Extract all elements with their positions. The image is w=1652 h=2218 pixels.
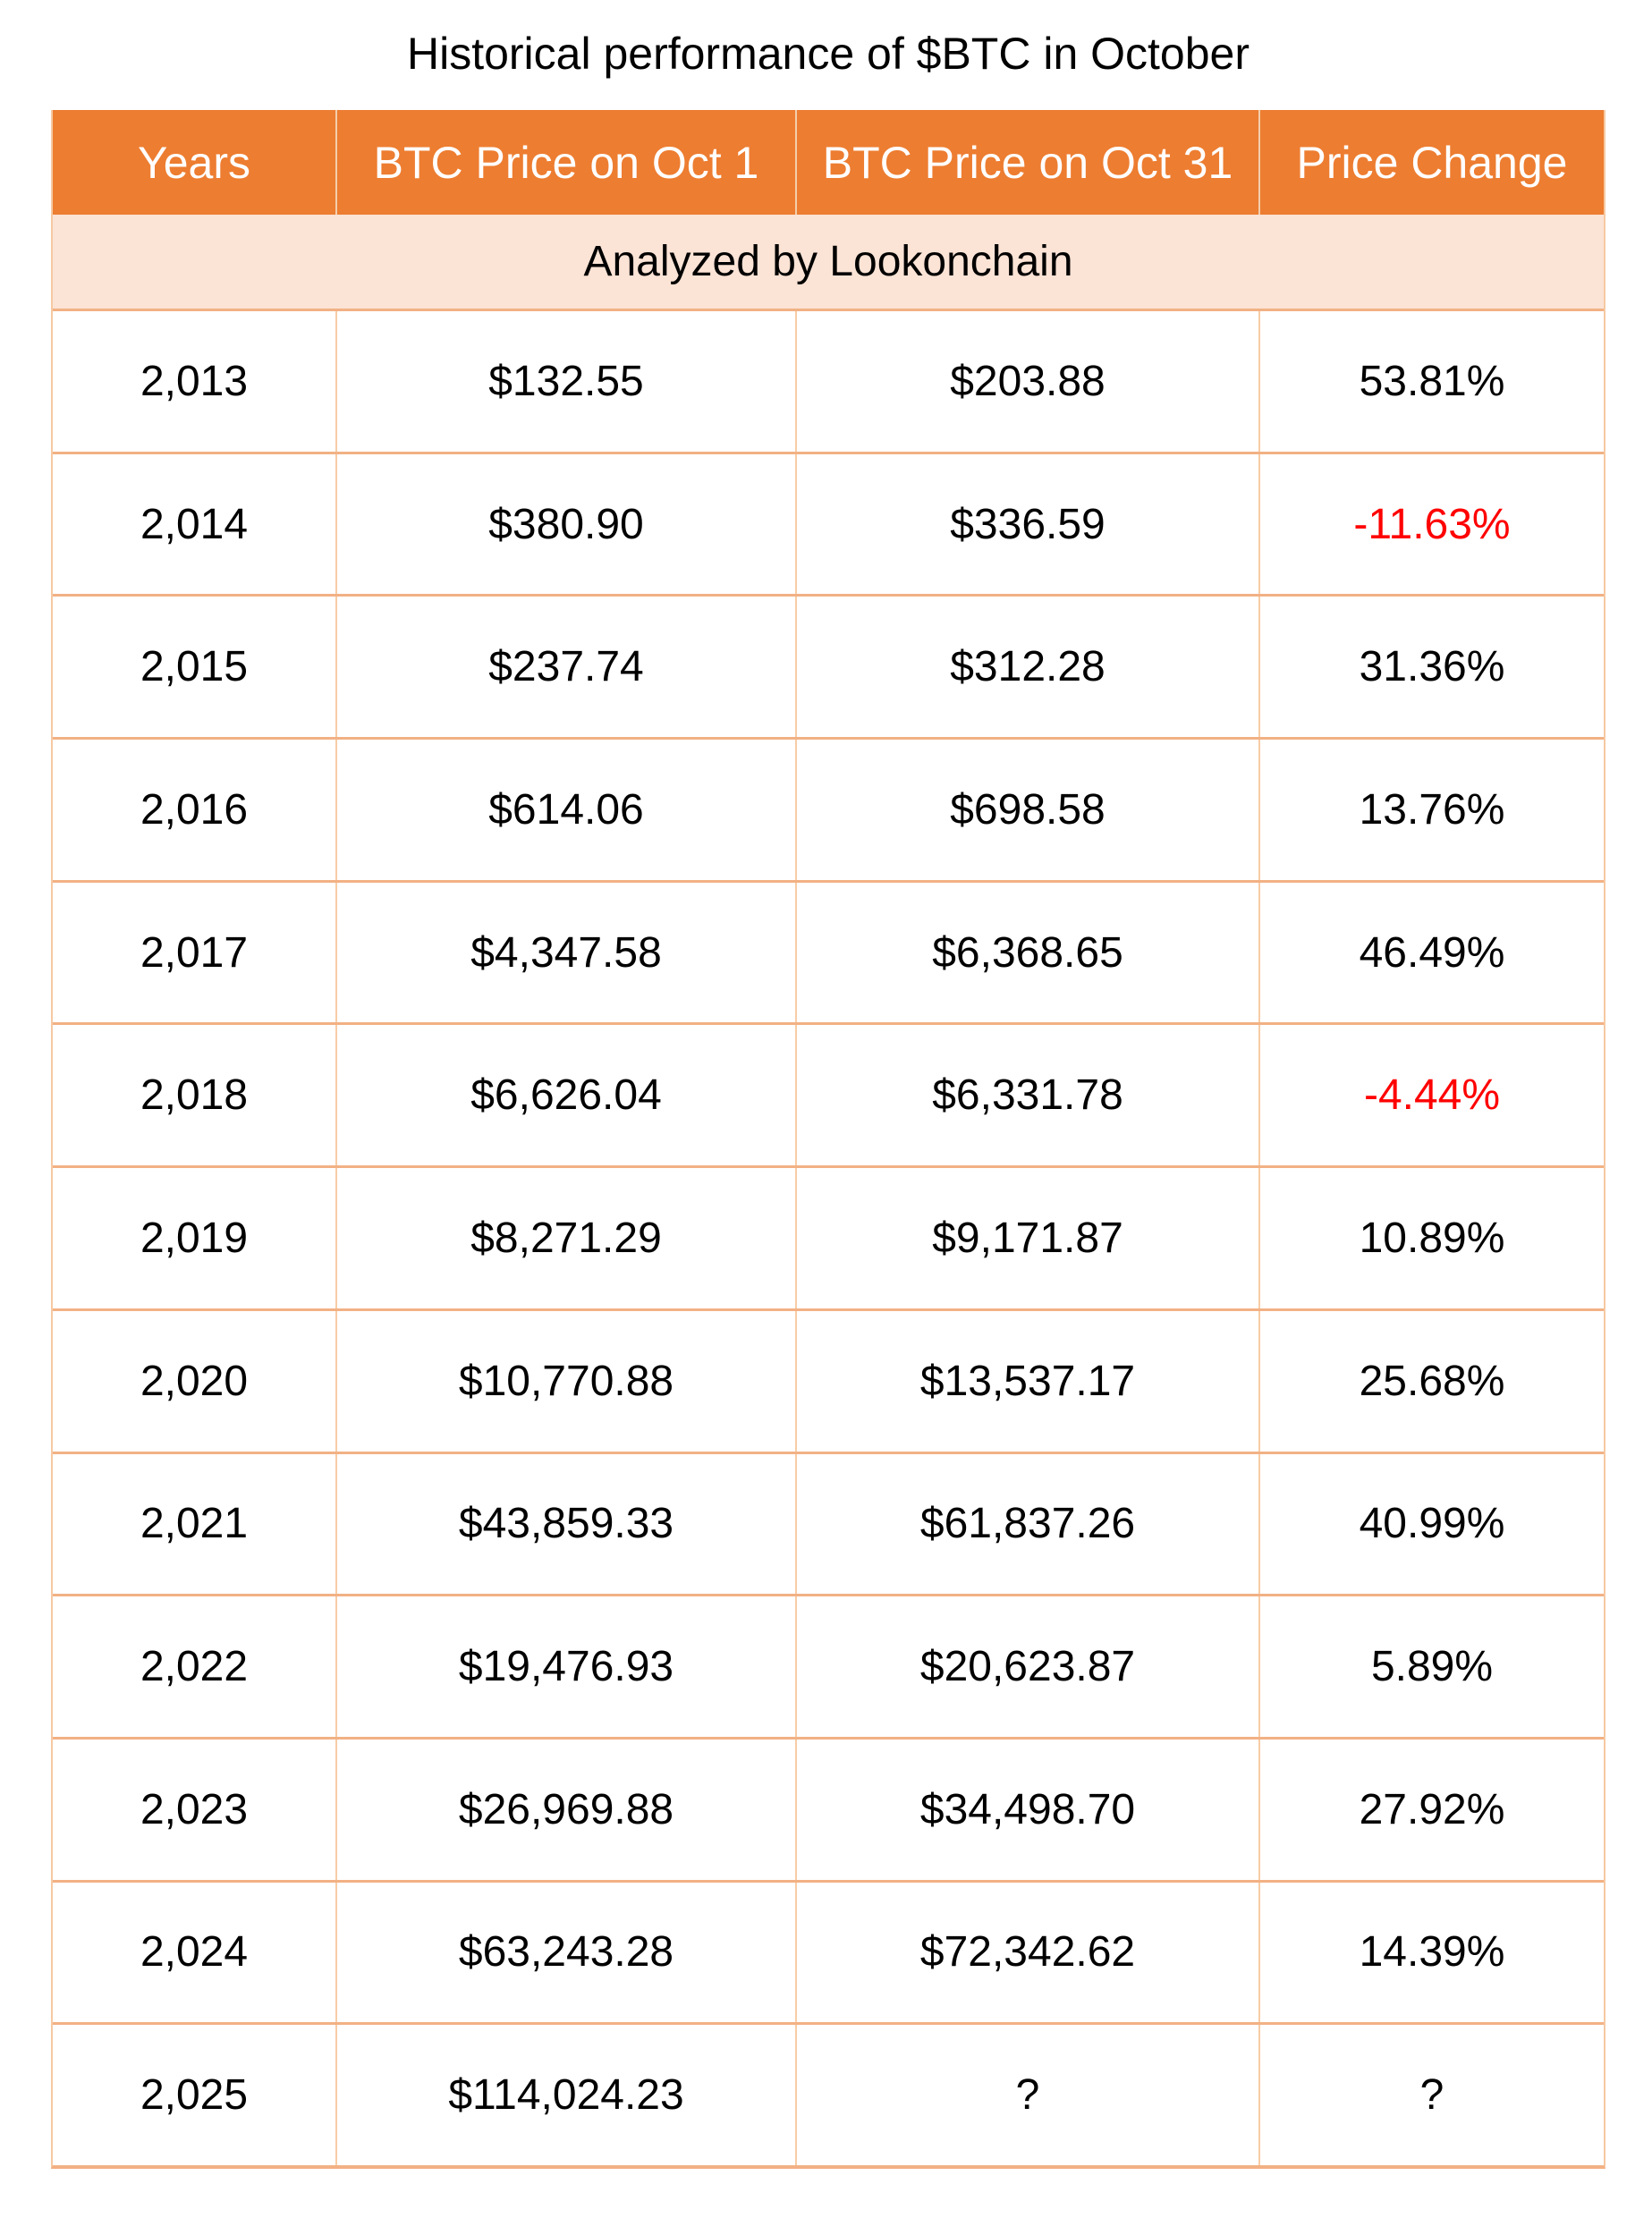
oct31-price-cell: $34,498.70 <box>797 1739 1260 1880</box>
oct31-price-cell: ? <box>797 2025 1260 2165</box>
table-row: 2,018 $6,626.04 $6,331.78 -4.44% <box>53 1025 1604 1169</box>
table-row: 2,013 $132.55 $203.88 53.81% <box>53 311 1604 454</box>
oct1-price-cell: $380.90 <box>337 453 797 595</box>
oct31-price-cell: $698.58 <box>797 740 1260 880</box>
price-change-cell: 46.49% <box>1359 928 1505 977</box>
oct1-price-cell: $10,770.88 <box>337 1310 797 1452</box>
oct31-price-cell: $6,331.78 <box>797 1025 1260 1166</box>
price-change-cell: 13.76% <box>1359 785 1505 834</box>
year-cell: 2,018 <box>53 1025 337 1166</box>
column-header-years: Years <box>53 110 337 215</box>
table-row: 2,014 $380.90 $336.59 -11.63% <box>53 453 1604 597</box>
table-row: 2,020 $10,770.88 $13,537.17 25.68% <box>53 1310 1604 1454</box>
column-header-oct1-price: BTC Price on Oct 1 <box>337 110 797 215</box>
oct31-price-cell: $20,623.87 <box>797 1596 1260 1737</box>
oct1-price-cell: $132.55 <box>337 311 797 452</box>
btc-october-table: Years BTC Price on Oct 1 BTC Price on Oc… <box>51 110 1605 2169</box>
price-change-cell: -11.63% <box>1353 500 1511 548</box>
table-row: 2,015 $237.74 $312.28 31.36% <box>53 597 1604 741</box>
price-change-cell: 53.81% <box>1359 357 1505 405</box>
oct1-price-cell: $63,243.28 <box>337 1882 797 2023</box>
price-change-cell: 25.68% <box>1359 1357 1505 1405</box>
year-cell: 2,023 <box>53 1739 337 1880</box>
price-change-cell: -4.44% <box>1363 1071 1501 1120</box>
oct31-price-cell: $336.59 <box>797 453 1260 595</box>
oct1-price-cell: $26,969.88 <box>337 1739 797 1880</box>
oct31-price-cell: $203.88 <box>797 311 1260 452</box>
subheader-label: Analyzed by Lookonchain <box>583 238 1073 285</box>
oct1-price-cell: $43,859.33 <box>337 1453 797 1595</box>
oct31-price-cell: $13,537.17 <box>797 1310 1260 1452</box>
oct31-price-cell: $6,368.65 <box>797 882 1260 1023</box>
year-cell: 2,025 <box>53 2025 337 2165</box>
price-change-cell: 10.89% <box>1359 1214 1505 1262</box>
page-title: Historical performance of $BTC in Octobe… <box>406 29 1250 79</box>
oct1-price-cell: $19,476.93 <box>337 1596 797 1737</box>
price-change-cell: 27.92% <box>1359 1785 1505 1833</box>
year-cell: 2,017 <box>53 882 337 1023</box>
oct31-price-cell: $312.28 <box>797 597 1260 738</box>
oct1-price-cell: $8,271.29 <box>337 1168 797 1308</box>
year-cell: 2,021 <box>53 1453 337 1595</box>
year-cell: 2,016 <box>53 740 337 880</box>
year-cell: 2,013 <box>53 311 337 452</box>
year-cell: 2,020 <box>53 1310 337 1452</box>
price-change-cell: ? <box>1419 2071 1444 2120</box>
oct31-price-cell: $61,837.26 <box>797 1453 1260 1595</box>
price-change-cell: 14.39% <box>1359 1928 1505 1977</box>
table-row: 2,022 $19,476.93 $20,623.87 5.89% <box>53 1596 1604 1740</box>
table-header-row: Years BTC Price on Oct 1 BTC Price on Oc… <box>53 110 1604 215</box>
table-row: 2,016 $614.06 $698.58 13.76% <box>53 740 1604 883</box>
year-cell: 2,015 <box>53 597 337 738</box>
oct31-price-cell: $72,342.62 <box>797 1882 1260 2023</box>
table-row: 2,019 $8,271.29 $9,171.87 10.89% <box>53 1168 1604 1311</box>
subheader-banner: Analyzed by Lookonchain <box>53 215 1604 311</box>
table-row: 2,017 $4,347.58 $6,368.65 46.49% <box>53 882 1604 1026</box>
price-change-cell: 5.89% <box>1370 1643 1494 1691</box>
table-row: 2,025 $114,024.23 ? ? <box>53 2025 1604 2165</box>
oct1-price-cell: $237.74 <box>337 597 797 738</box>
oct31-price-cell: $9,171.87 <box>797 1168 1260 1308</box>
price-change-cell: 31.36% <box>1359 643 1505 691</box>
year-cell: 2,024 <box>53 1882 337 2023</box>
table-row: 2,021 $43,859.33 $61,837.26 40.99% <box>53 1453 1604 1597</box>
table-row: 2,023 $26,969.88 $34,498.70 27.92% <box>53 1739 1604 1883</box>
column-header-oct31-price: BTC Price on Oct 31 <box>797 110 1260 215</box>
column-header-price-change: Price Change <box>1296 137 1568 188</box>
oct1-price-cell: $114,024.23 <box>337 2025 797 2165</box>
price-change-cell: 40.99% <box>1359 1500 1505 1548</box>
oct1-price-cell: $4,347.58 <box>337 882 797 1023</box>
oct1-price-cell: $614.06 <box>337 740 797 880</box>
oct1-price-cell: $6,626.04 <box>337 1025 797 1166</box>
year-cell: 2,022 <box>53 1596 337 1737</box>
table-row: 2,024 $63,243.28 $72,342.62 14.39% <box>53 1882 1604 2026</box>
year-cell: 2,014 <box>53 453 337 595</box>
year-cell: 2,019 <box>53 1168 337 1308</box>
